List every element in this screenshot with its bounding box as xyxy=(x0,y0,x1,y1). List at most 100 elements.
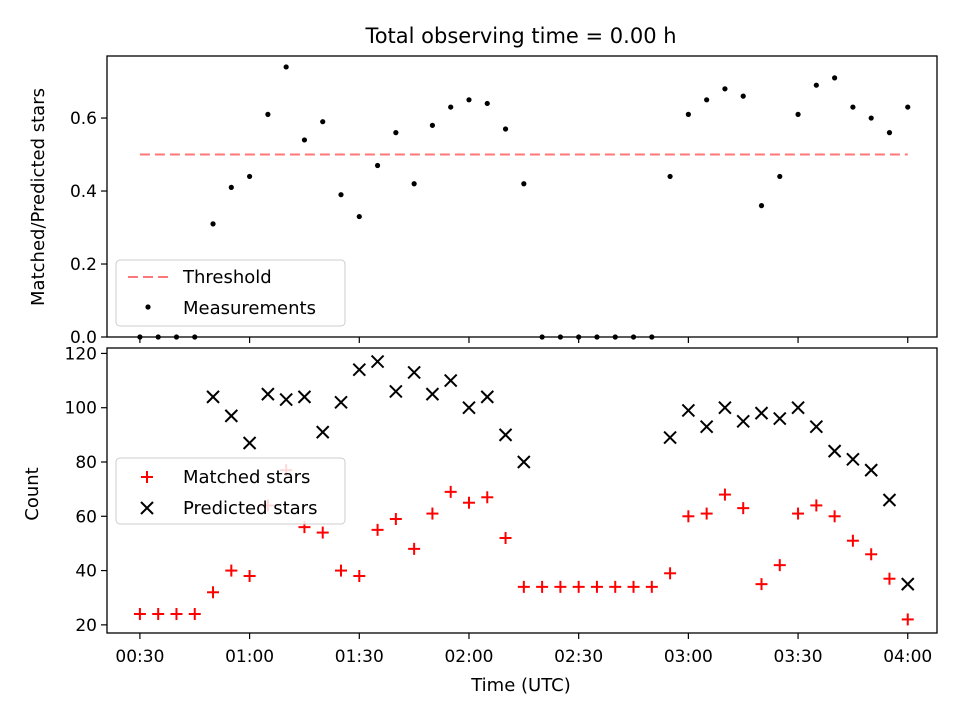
bottom-x-axis-ticks: 00:30 01:00 01:30 02:00 02:30 03:00 03:30 04:00 xyxy=(115,633,932,667)
predicted-star-point xyxy=(425,387,440,401)
matched-star-point xyxy=(718,488,731,501)
measurement-point xyxy=(758,203,765,209)
matched-star-point xyxy=(773,559,786,572)
measurement-point xyxy=(228,184,234,190)
bottom-y-axis-ticks: 20 40 60 80 100 120 xyxy=(65,344,107,636)
predicted-star-point xyxy=(242,436,257,450)
matched-star-point xyxy=(335,564,348,577)
matched-star-point xyxy=(664,567,677,580)
predicted-star-point xyxy=(261,387,275,401)
measurement-point xyxy=(448,104,454,110)
measurement-point xyxy=(905,104,911,110)
matched-star-point xyxy=(225,564,238,577)
top-plot-frame xyxy=(106,55,938,338)
matched-star-point xyxy=(444,485,457,498)
bottom-y-tick-label: 80 xyxy=(75,453,97,473)
predicted-star-point xyxy=(736,414,750,428)
measurement-point xyxy=(502,126,509,132)
top-y-tick-label: 0.0 xyxy=(70,328,97,348)
predicted-star-point xyxy=(681,403,696,418)
predicted-star-point xyxy=(462,401,476,415)
matched-star-point xyxy=(554,580,567,593)
top-y-tick-label: 0.4 xyxy=(70,182,97,202)
predicted-star-point xyxy=(224,409,239,423)
matched-star-point xyxy=(627,580,640,593)
bottom-x-tick-label: 02:30 xyxy=(554,647,603,667)
predicted-star-point xyxy=(334,395,348,409)
predicted-star-point xyxy=(663,430,677,445)
bottom-legend-box xyxy=(115,457,346,525)
predicted-star-point xyxy=(864,463,878,477)
predicted-star-point xyxy=(480,390,494,404)
measurement-point xyxy=(265,111,271,117)
top-legend-box xyxy=(115,259,346,327)
predicted-star-point xyxy=(370,354,385,369)
matched-star-point xyxy=(901,613,914,626)
predicted-star-point xyxy=(791,401,805,415)
matched-star-point xyxy=(590,580,603,593)
bottom-y-axis-label: Count xyxy=(22,467,43,520)
measurement-point xyxy=(411,181,417,187)
measurement-point xyxy=(484,100,490,107)
predicted-star-point xyxy=(699,420,714,434)
legend-matched-label: Matched stars xyxy=(183,467,310,488)
matched-star-point xyxy=(883,572,896,585)
predicted-stars-points xyxy=(206,354,915,591)
measurement-point xyxy=(374,162,381,169)
matched-star-point xyxy=(517,580,530,593)
measurement-point xyxy=(722,86,728,92)
matched-star-point xyxy=(755,578,768,591)
matched-star-point xyxy=(133,608,146,620)
matched-star-point xyxy=(353,570,366,582)
matched-star-point xyxy=(700,507,713,520)
measurement-point xyxy=(795,111,801,117)
measurement-point xyxy=(356,213,362,220)
measurement-point xyxy=(301,137,308,143)
matched-star-point xyxy=(536,580,549,593)
matched-star-point xyxy=(609,580,622,593)
measurement-point xyxy=(886,130,893,136)
bottom-plot-frame xyxy=(106,347,938,634)
top-chart-title: Total observing time = 0.00 h xyxy=(364,24,676,48)
predicted-star-point xyxy=(352,363,366,377)
matched-star-point xyxy=(207,586,220,599)
bottom-x-tick-label: 03:00 xyxy=(664,647,713,667)
measurement-point xyxy=(210,221,216,227)
predicted-star-point xyxy=(718,401,732,415)
measurement-point xyxy=(393,130,399,136)
legend-matched-swatch xyxy=(141,471,153,483)
predicted-star-point xyxy=(754,406,769,420)
predicted-star-point xyxy=(809,420,824,434)
matched-star-point xyxy=(152,608,165,620)
bottom-y-tick-label: 40 xyxy=(75,562,97,582)
legend-measurements-swatch xyxy=(145,304,151,310)
bottom-panel: 20 40 60 80 100 120 00:30 01:00 01:30 02:00 02:30… xyxy=(22,344,938,696)
matched-star-point xyxy=(426,507,439,520)
measurement-point xyxy=(521,181,527,187)
measurement-point xyxy=(777,173,783,180)
bottom-y-tick-label: 120 xyxy=(65,344,97,364)
top-y-tick-label: 0.6 xyxy=(70,109,97,129)
measurement-point xyxy=(813,82,819,88)
top-panel: 0.0 0.2 0.4 0.6 Matched/Predicted stars Thr… xyxy=(28,55,938,348)
predicted-star-point xyxy=(316,425,330,439)
measurement-point xyxy=(466,97,472,103)
matched-star-point xyxy=(865,548,878,561)
matched-star-point xyxy=(682,510,695,523)
matched-star-point xyxy=(572,580,585,593)
matched-star-point xyxy=(389,513,402,525)
measurement-point xyxy=(740,93,746,99)
legend-threshold-label: Threshold xyxy=(182,267,272,288)
predicted-star-point xyxy=(773,411,787,426)
matched-star-point xyxy=(499,532,512,544)
predicted-star-point xyxy=(407,365,421,380)
matched-star-point xyxy=(316,526,329,539)
matched-star-point xyxy=(846,534,859,547)
legend-measurements-label: Measurements xyxy=(183,298,316,319)
matched-star-point xyxy=(481,491,494,504)
measurement-point xyxy=(850,104,856,110)
bottom-x-tick-label: 04:00 xyxy=(883,647,932,667)
top-legend: Threshold Measurements xyxy=(115,259,346,327)
measurement-point xyxy=(868,115,874,121)
legend-predicted-swatch xyxy=(140,501,154,515)
